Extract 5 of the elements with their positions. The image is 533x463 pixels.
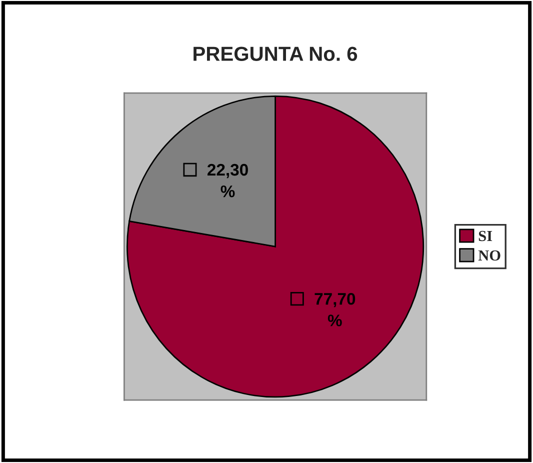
data-label: 22,30 %: [207, 164, 248, 198]
data-label: 77,70 %: [314, 292, 356, 326]
chart-title: PREGUNTA No. 6: [194, 46, 358, 61]
legend-label: SI: [478, 230, 492, 242]
legend-label: NO: [478, 250, 500, 261]
